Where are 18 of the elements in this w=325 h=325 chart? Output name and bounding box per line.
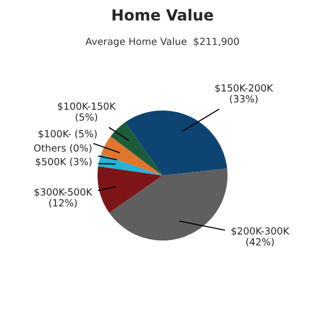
slice-label: $500K (3%) [36, 158, 92, 167]
chart-title: Home Value [112, 8, 214, 21]
data-label: (12%) [49, 199, 77, 208]
pie-slice [110, 122, 162, 176]
pie-slice [125, 110, 228, 176]
pie-slice [109, 168, 228, 240]
slice-label: $150K-200K [215, 84, 274, 93]
category-label: Others (0%) [34, 144, 92, 153]
slice-label: $100K-150K [58, 102, 116, 112]
data-label: (42%) [246, 238, 274, 247]
pie-slice [98, 166, 162, 213]
chart-subtitle: Average Home Value $211,900 [86, 38, 239, 47]
pie-slice [101, 136, 162, 176]
data-label: (5%) [76, 113, 98, 122]
slice-label: $300K-500K [34, 188, 93, 197]
slice-label: $100K- (5%) [38, 130, 97, 139]
slice-label: $200K-300K [232, 227, 290, 236]
data-label: (33%) [230, 95, 258, 104]
